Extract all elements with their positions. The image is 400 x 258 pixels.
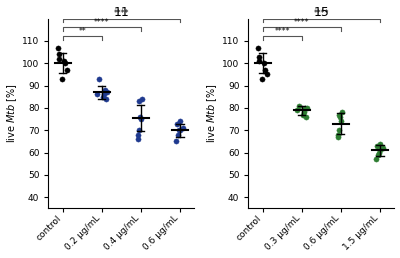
Text: ****: **** xyxy=(114,9,129,18)
Point xyxy=(62,61,68,65)
Point xyxy=(302,115,309,119)
Point xyxy=(256,54,262,59)
Point xyxy=(134,137,141,141)
Text: ****: **** xyxy=(294,18,310,27)
Point xyxy=(300,112,306,117)
Text: **: ** xyxy=(78,27,86,36)
Point xyxy=(258,77,265,81)
Point xyxy=(339,110,345,114)
Point xyxy=(61,59,67,63)
Point xyxy=(56,52,62,56)
Point xyxy=(256,59,262,63)
Title: 15: 15 xyxy=(314,6,329,19)
Point xyxy=(101,92,107,96)
Point xyxy=(304,106,310,110)
Point xyxy=(174,122,180,126)
Point xyxy=(55,45,62,50)
Point xyxy=(301,110,307,114)
Point xyxy=(173,139,180,143)
Point xyxy=(261,61,267,65)
Point xyxy=(334,133,341,137)
Y-axis label: live $\it{Mtb}$ [%]: live $\it{Mtb}$ [%] xyxy=(6,84,19,143)
Point xyxy=(136,128,142,132)
Point xyxy=(255,45,262,50)
Point xyxy=(94,92,100,96)
Point xyxy=(336,112,342,117)
Point xyxy=(100,95,106,99)
Point xyxy=(294,108,300,112)
Point xyxy=(334,135,341,139)
Text: ****: **** xyxy=(275,27,290,36)
Point xyxy=(175,133,181,137)
Point xyxy=(138,117,144,121)
Point xyxy=(137,115,144,119)
Point xyxy=(302,106,308,110)
Point xyxy=(64,68,71,72)
Point xyxy=(104,90,110,94)
Point xyxy=(96,77,102,81)
Point xyxy=(262,68,268,72)
Y-axis label: live $\it{Mtb}$ [%]: live $\it{Mtb}$ [%] xyxy=(206,84,219,143)
Point xyxy=(373,157,380,161)
Point xyxy=(176,128,182,132)
Point xyxy=(336,128,342,132)
Text: ****: **** xyxy=(94,18,110,27)
Point xyxy=(296,103,302,108)
Point xyxy=(180,126,186,130)
Point xyxy=(102,88,108,92)
Point xyxy=(139,97,145,101)
Point xyxy=(58,77,65,81)
Point xyxy=(102,97,109,101)
Point xyxy=(56,57,62,61)
Point xyxy=(380,146,386,150)
Point xyxy=(134,133,141,137)
Point xyxy=(377,142,383,146)
Point xyxy=(376,148,383,152)
Title: 11: 11 xyxy=(114,6,129,19)
Point xyxy=(374,144,380,148)
Point xyxy=(375,153,381,157)
Point xyxy=(136,99,142,103)
Point xyxy=(337,115,344,119)
Point xyxy=(176,128,183,132)
Point xyxy=(338,119,344,123)
Point xyxy=(376,150,382,155)
Point xyxy=(177,119,183,123)
Point xyxy=(264,72,271,76)
Text: ****: **** xyxy=(314,9,329,18)
